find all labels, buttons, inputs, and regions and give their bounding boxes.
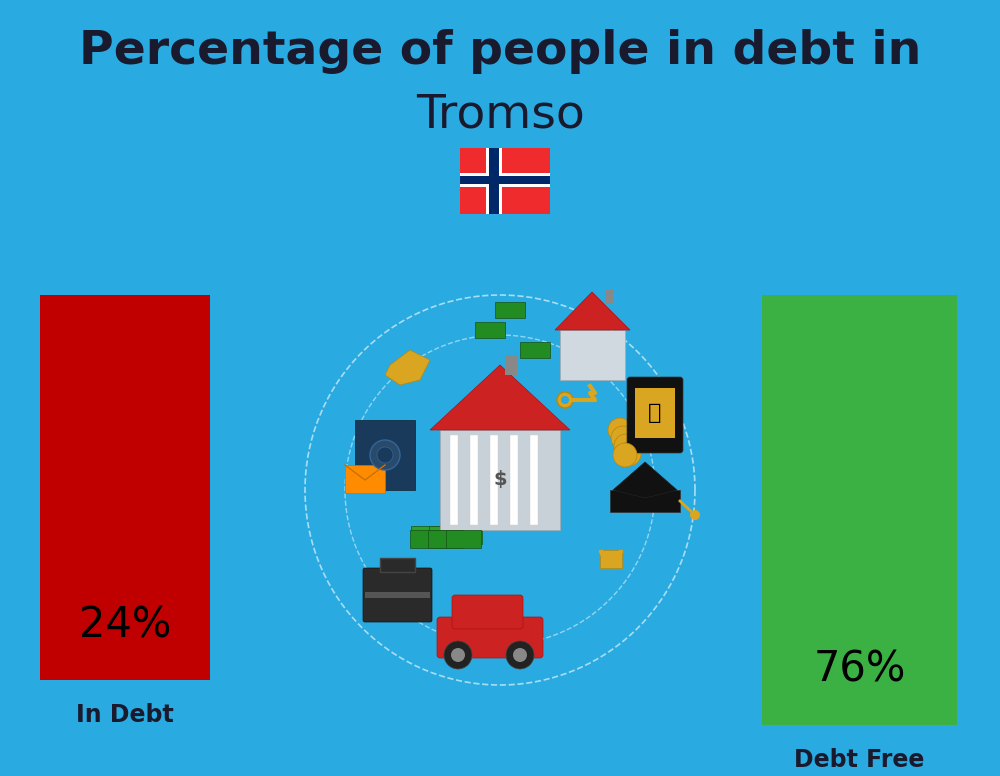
Bar <box>495 302 525 318</box>
Bar <box>560 330 625 380</box>
Text: 76%: 76% <box>813 649 906 691</box>
Circle shape <box>370 440 400 470</box>
Bar <box>490 435 498 525</box>
Bar <box>447 526 482 544</box>
Circle shape <box>614 434 638 458</box>
Bar <box>428 530 463 548</box>
FancyBboxPatch shape <box>363 568 432 622</box>
Text: In Debt: In Debt <box>76 703 174 727</box>
Bar <box>460 176 550 184</box>
Bar <box>605 290 613 304</box>
Circle shape <box>377 447 393 463</box>
Bar <box>410 530 445 548</box>
Bar <box>446 530 481 548</box>
Circle shape <box>561 396 569 404</box>
Text: Debt Free: Debt Free <box>794 748 925 772</box>
Text: 24%: 24% <box>79 604 171 646</box>
Bar <box>40 295 210 680</box>
Bar <box>600 550 622 568</box>
Polygon shape <box>613 462 677 498</box>
Bar <box>345 465 385 493</box>
Polygon shape <box>430 365 570 430</box>
Circle shape <box>690 510 700 520</box>
Bar <box>460 148 550 214</box>
Bar <box>470 435 478 525</box>
Circle shape <box>506 641 534 669</box>
Bar <box>365 592 430 598</box>
Bar <box>635 388 675 438</box>
Bar <box>450 435 458 525</box>
Polygon shape <box>555 292 630 330</box>
FancyBboxPatch shape <box>627 377 683 453</box>
Text: Percentage of people in debt in: Percentage of people in debt in <box>79 29 921 74</box>
Polygon shape <box>385 350 430 385</box>
Circle shape <box>611 426 635 450</box>
Circle shape <box>613 443 637 467</box>
Bar <box>762 295 957 725</box>
Polygon shape <box>610 490 680 512</box>
Bar <box>460 173 550 187</box>
Bar <box>440 430 560 530</box>
Bar <box>429 526 464 544</box>
Bar <box>489 148 499 214</box>
Bar <box>505 355 517 375</box>
Bar <box>520 342 550 358</box>
FancyBboxPatch shape <box>437 617 543 658</box>
Text: Tromso: Tromso <box>416 92 584 137</box>
Circle shape <box>513 648 527 662</box>
Bar <box>380 558 415 572</box>
Bar <box>355 420 415 490</box>
Text: 🏦: 🏦 <box>648 403 662 423</box>
Circle shape <box>557 392 573 408</box>
Bar <box>475 322 505 338</box>
Circle shape <box>444 641 472 669</box>
Bar <box>411 526 446 544</box>
Circle shape <box>617 442 641 466</box>
Bar <box>510 435 518 525</box>
Text: $: $ <box>493 470 507 490</box>
FancyBboxPatch shape <box>452 595 523 629</box>
Circle shape <box>608 418 632 442</box>
Circle shape <box>451 648 465 662</box>
Bar <box>530 435 538 525</box>
Polygon shape <box>305 295 695 685</box>
Bar <box>486 148 502 214</box>
